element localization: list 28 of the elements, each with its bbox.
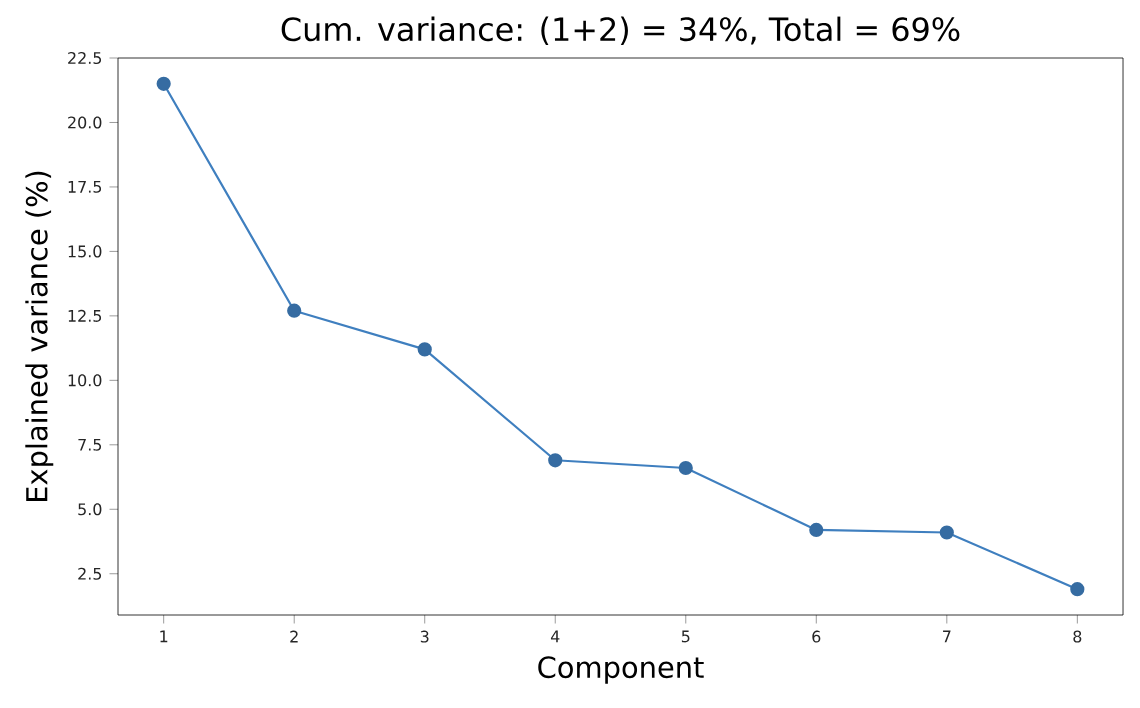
point — [678, 460, 693, 476]
y-tick-label: 22.5 — [68, 51, 102, 65]
y-tick-label: 10.0 — [68, 374, 102, 387]
point — [548, 453, 563, 468]
point — [939, 525, 954, 540]
point — [417, 342, 432, 357]
y-tick-label: 12.5 — [68, 309, 102, 322]
y-axis-title: Explained variance (%) — [25, 171, 54, 501]
point — [809, 522, 824, 538]
y-tick-label: 17.5 — [68, 181, 102, 193]
y-tick-label: 7.5 — [78, 438, 102, 451]
point — [156, 76, 171, 91]
point — [1070, 582, 1085, 597]
point — [287, 303, 302, 318]
x-tick-label: 1 — [160, 630, 168, 643]
y-tick-label: 2.5 — [78, 567, 102, 580]
x-tick-label: 7 — [943, 630, 951, 643]
x-tick-label: 6 — [812, 630, 821, 643]
x-tick-label: 4 — [550, 630, 560, 643]
x-tick-label: 3 — [420, 630, 429, 643]
x-tick-label: 5 — [681, 630, 690, 643]
y-tick-label: 20.0 — [68, 116, 102, 129]
x-tick-label: 8 — [1073, 630, 1082, 643]
chart-title: Cum. variance: (1+2) = 34%, Total = 69% — [281, 16, 960, 45]
x-tick-label: 2 — [290, 630, 298, 643]
y-tick-label: 15.0 — [68, 245, 102, 258]
x-axis-title: Component — [538, 656, 704, 684]
y-tick-label: 5.0 — [78, 503, 102, 516]
